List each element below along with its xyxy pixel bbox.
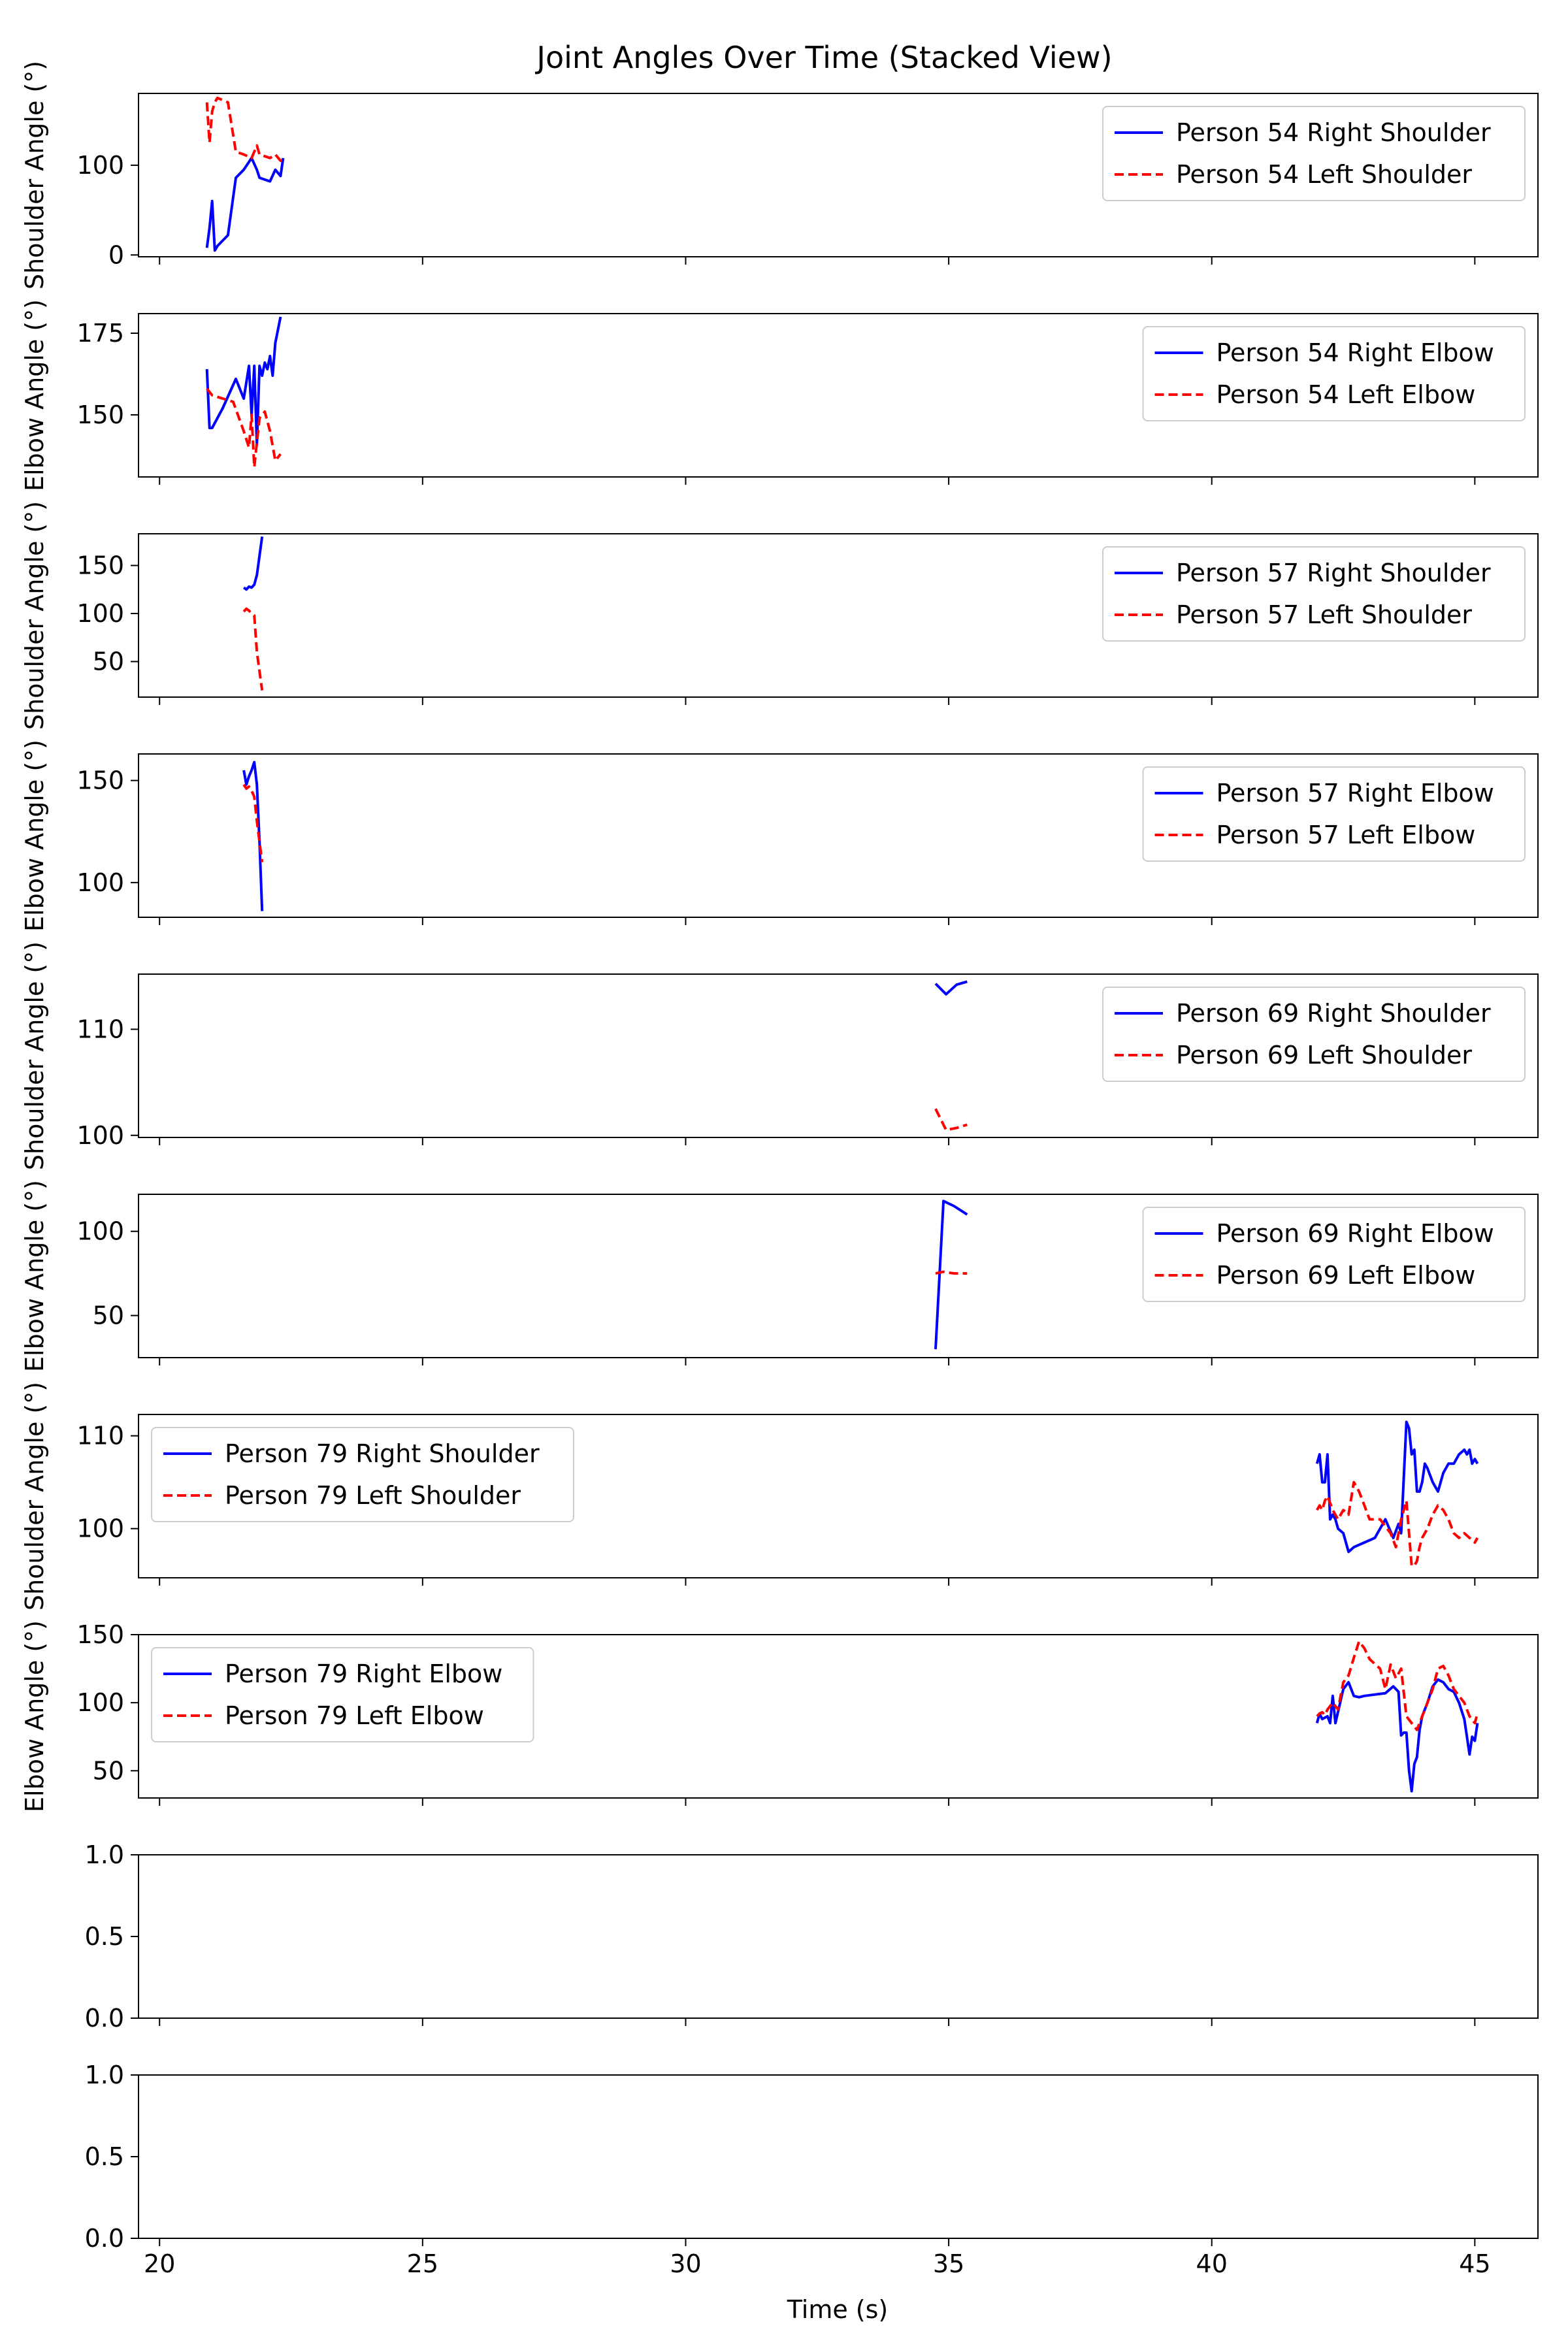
y-tick-label: 100 bbox=[76, 599, 124, 628]
y-axis-label: Elbow Angle (°) bbox=[20, 299, 49, 491]
legend-label: Person 79 Left Elbow bbox=[225, 1701, 484, 1730]
legend-label: Person 54 Right Shoulder bbox=[1176, 118, 1491, 147]
y-axis-label: Elbow Angle (°) bbox=[20, 1180, 49, 1372]
y-tick-label: 150 bbox=[76, 1620, 124, 1649]
legend-label: Person 79 Left Shoulder bbox=[225, 1481, 521, 1510]
y-tick-label: 0.5 bbox=[85, 2142, 124, 2171]
x-tick-label: 25 bbox=[407, 2249, 438, 2278]
x-tick-label: 20 bbox=[144, 2249, 175, 2278]
legend-label: Person 54 Left Elbow bbox=[1217, 380, 1476, 409]
legend: Person 69 Right Elbow Person 69 Left Elbo… bbox=[1143, 1207, 1526, 1301]
y-tick-label: 100 bbox=[76, 151, 124, 180]
legend-label: Person 57 Right Shoulder bbox=[1176, 559, 1491, 587]
legend-label: Person 79 Right Shoulder bbox=[225, 1439, 540, 1468]
legend: Person 54 Right Elbow Person 54 Left Elbo… bbox=[1143, 327, 1526, 421]
legend: Person 79 Right Shoulder Person 79 Left S… bbox=[152, 1428, 574, 1522]
x-tick-label: 45 bbox=[1459, 2249, 1490, 2278]
y-tick-label: 100 bbox=[76, 868, 124, 897]
x-axis-label: Time (s) bbox=[787, 2295, 889, 2324]
legend-label: Person 69 Right Elbow bbox=[1217, 1219, 1494, 1248]
y-axis-label: Shoulder Angle (°) bbox=[20, 61, 49, 289]
y-tick-label: 110 bbox=[76, 1422, 124, 1450]
legend: Person 57 Right Elbow Person 57 Left Elbo… bbox=[1143, 767, 1526, 861]
legend: Person 57 Right Shoulder Person 57 Left S… bbox=[1103, 547, 1525, 641]
x-tick-label: 40 bbox=[1196, 2249, 1228, 2278]
x-tick-label: 30 bbox=[670, 2249, 701, 2278]
legend-label: Person 57 Right Elbow bbox=[1217, 779, 1494, 808]
y-tick-label: 110 bbox=[76, 1015, 124, 1043]
y-tick-label: 100 bbox=[76, 1121, 124, 1150]
y-tick-label: 100 bbox=[76, 1217, 124, 1246]
y-tick-label: 0.5 bbox=[85, 1922, 124, 1951]
legend-label: Person 54 Left Shoulder bbox=[1176, 160, 1472, 189]
y-tick-label: 100 bbox=[76, 1514, 124, 1543]
y-axis-label: Elbow Angle (°) bbox=[20, 740, 49, 932]
legend-label: Person 69 Left Elbow bbox=[1217, 1261, 1476, 1290]
x-tick-label: 35 bbox=[933, 2249, 964, 2278]
legend-label: Person 57 Left Elbow bbox=[1217, 821, 1476, 849]
y-tick-label: 50 bbox=[93, 1756, 124, 1785]
y-tick-label: 0.0 bbox=[85, 2004, 124, 2033]
y-axis-label: Shoulder Angle (°) bbox=[20, 1382, 49, 1610]
y-tick-label: 100 bbox=[76, 1688, 124, 1717]
y-tick-label: 0 bbox=[108, 240, 124, 269]
legend-label: Person 79 Right Elbow bbox=[225, 1659, 502, 1688]
y-axis-label: Elbow Angle (°) bbox=[20, 1620, 49, 1812]
y-axis-label: Shoulder Angle (°) bbox=[20, 941, 49, 1170]
legend-label: Person 69 Right Shoulder bbox=[1176, 999, 1491, 1028]
legend-label: Person 54 Right Elbow bbox=[1217, 338, 1494, 367]
y-tick-label: 150 bbox=[76, 400, 124, 429]
y-tick-label: 150 bbox=[76, 766, 124, 795]
legend-label: Person 69 Left Shoulder bbox=[1176, 1041, 1472, 1070]
y-tick-label: 1.0 bbox=[85, 1840, 124, 1869]
y-axis-label: Shoulder Angle (°) bbox=[20, 501, 49, 730]
y-tick-label: 1.0 bbox=[85, 2061, 124, 2089]
y-tick-label: 175 bbox=[76, 319, 124, 348]
legend-label: Person 57 Left Shoulder bbox=[1176, 600, 1472, 629]
figure-title: Joint Angles Over Time (Stacked View) bbox=[534, 40, 1112, 75]
legend: Person 79 Right Elbow Person 79 Left Elbo… bbox=[152, 1648, 534, 1742]
y-tick-label: 150 bbox=[76, 551, 124, 580]
y-tick-label: 50 bbox=[93, 647, 124, 676]
legend: Person 69 Right Shoulder Person 69 Left S… bbox=[1103, 987, 1525, 1081]
y-tick-label: 0.0 bbox=[85, 2224, 124, 2253]
legend: Person 54 Right Shoulder Person 54 Left S… bbox=[1103, 106, 1525, 201]
y-tick-label: 50 bbox=[93, 1301, 124, 1330]
